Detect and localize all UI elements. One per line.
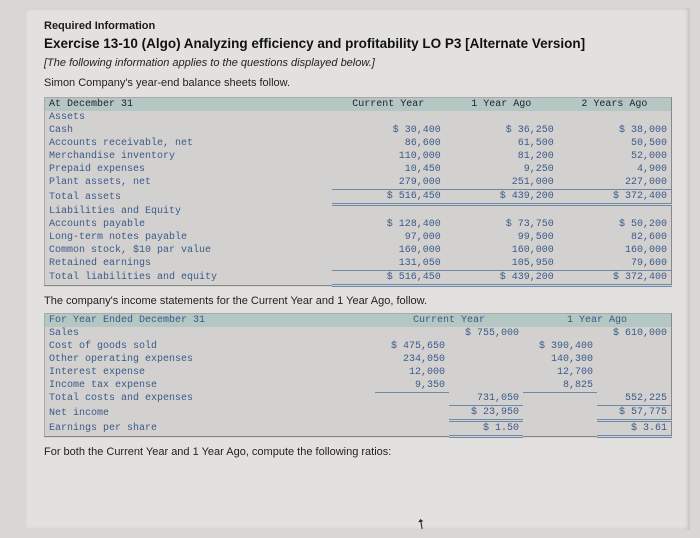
assets-heading: Assets: [45, 111, 332, 124]
table-row: Other operating expenses: [45, 353, 376, 366]
exercise-title: Exercise 13-10 (Algo) Analyzing efficien…: [44, 36, 672, 51]
eps: Earnings per share: [45, 421, 376, 437]
table-row: Prepaid expenses: [45, 163, 332, 176]
footer-text: For both the Current Year and 1 Year Ago…: [44, 446, 672, 458]
bs-date: At December 31: [45, 98, 332, 112]
col-2y: 2 Years Ago: [558, 98, 672, 112]
total-liab: Total liabilities and equity: [45, 270, 332, 285]
is-col-1y: 1 Year Ago: [523, 313, 672, 327]
table-row: Accounts payable: [45, 218, 332, 231]
table-row: Plant assets, net: [45, 176, 332, 190]
context-note: [The following information applies to th…: [44, 57, 672, 69]
table-row: Cost of goods sold: [45, 340, 376, 353]
table-row: Common stock, $10 par value: [45, 244, 332, 257]
table-row: Interest expense: [45, 366, 376, 379]
liab-heading: Liabilities and Equity: [45, 205, 332, 218]
col-cy: Current Year: [332, 98, 445, 112]
total-assets: Total assets: [45, 190, 332, 205]
required-heading: Required Information: [44, 20, 672, 32]
balance-sheet-table: At December 31 Current Year 1 Year Ago 2…: [44, 97, 672, 287]
is-col-cy: Current Year: [375, 313, 523, 327]
total-costs: Total costs and expenses: [45, 392, 376, 406]
col-1y: 1 Year Ago: [445, 98, 558, 112]
table-row: Retained earnings: [45, 257, 332, 271]
mid-text: The company's income statements for the …: [44, 295, 672, 307]
table-row: Long-term notes payable: [45, 231, 332, 244]
lead-text: Simon Company's year-end balance sheets …: [44, 77, 672, 89]
is-date: For Year Ended December 31: [45, 313, 376, 327]
sales-row: Sales: [45, 327, 376, 340]
net-income: Net income: [45, 406, 376, 421]
table-row: Cash: [45, 124, 332, 137]
income-statement-table: For Year Ended December 31 Current Year …: [44, 313, 672, 439]
table-row: Income tax expense: [45, 379, 376, 393]
table-row: Merchandise inventory: [45, 150, 332, 163]
table-row: Accounts receivable, net: [45, 137, 332, 150]
